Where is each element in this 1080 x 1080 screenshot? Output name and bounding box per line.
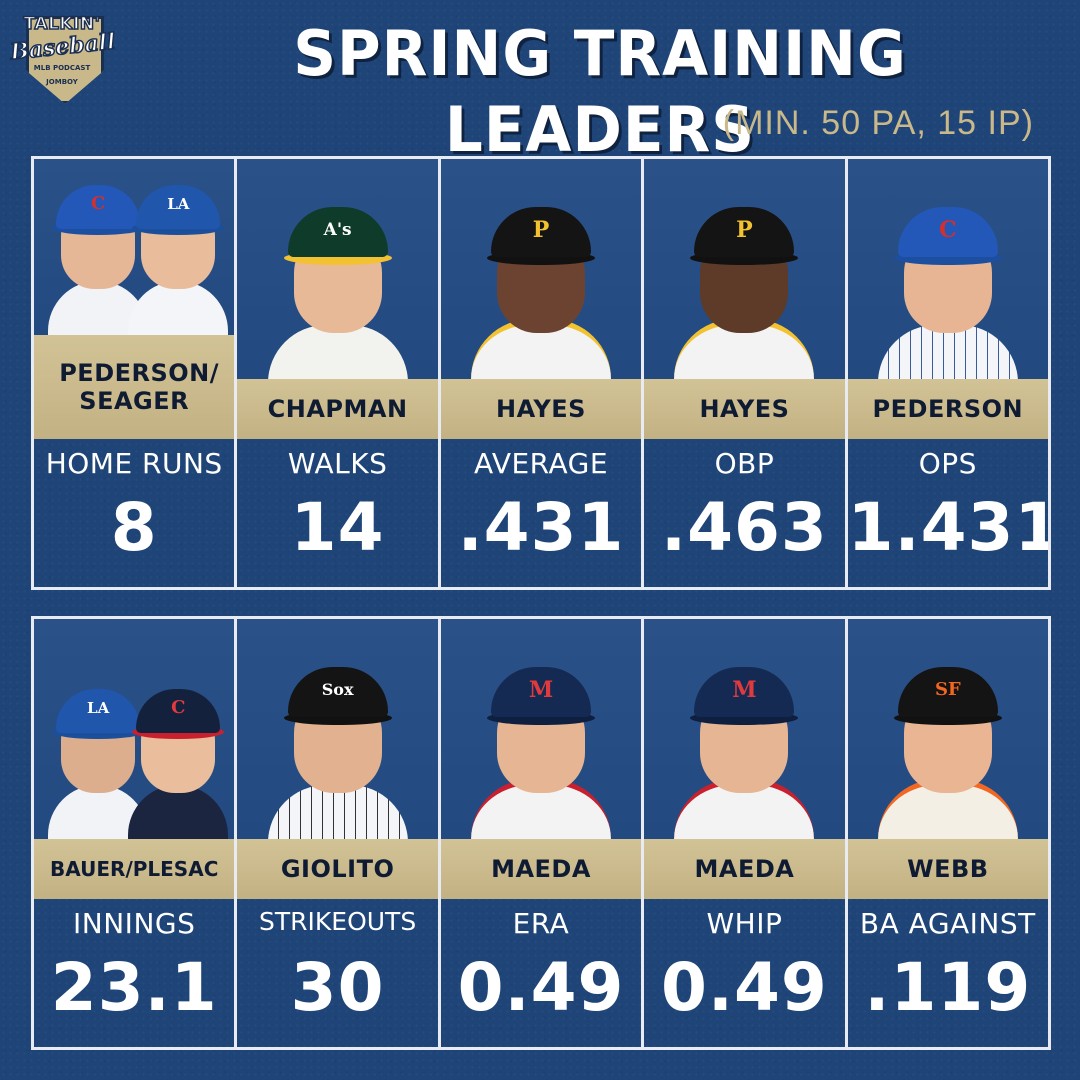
- leader-card: M MAEDA WHIP 0.49: [644, 619, 848, 1047]
- player-name: MAEDA: [491, 855, 591, 883]
- leaders-row-pitching: LA C BAUER/PLESAC INNINGS 23.1 Sox: [31, 616, 1051, 1050]
- player-name-bar: GIOLITO: [237, 839, 438, 899]
- leader-card: Sox GIOLITO STRIKEOUTS 30: [237, 619, 441, 1047]
- stat-label: WALKS: [287, 447, 388, 480]
- stat-value: 0.49: [457, 949, 625, 1026]
- player-photo-plesac: C: [128, 653, 229, 839]
- stat-label: WHIP: [706, 907, 783, 940]
- player-name-bar: HAYES: [644, 379, 845, 439]
- stat-value: 1.431: [847, 489, 1049, 566]
- player-photo: M: [440, 619, 642, 839]
- stat-value: 23.1: [50, 949, 218, 1026]
- leader-card: M MAEDA ERA 0.49: [440, 619, 645, 1047]
- player-name-bar: MAEDA: [440, 839, 642, 899]
- stat-label: AVERAGE: [473, 447, 609, 480]
- leader-card: A's CHAPMAN WALKS 14: [237, 159, 441, 587]
- player-photo-pederson: C: [48, 159, 149, 335]
- stat-value: .431: [457, 489, 625, 566]
- player-name: HAYES: [496, 395, 586, 423]
- page-title: SPRING TRAINING LEADERS: [293, 17, 907, 166]
- player-photo: LA C: [34, 619, 235, 839]
- player-photo: Sox: [237, 619, 438, 839]
- player-name-bar: BAUER/PLESAC: [34, 839, 235, 899]
- stat-value: 8: [110, 489, 158, 566]
- player-name-bar: HAYES: [440, 379, 642, 439]
- player-photo-seager: LA: [128, 159, 229, 335]
- leader-card: LA C BAUER/PLESAC INNINGS 23.1: [34, 619, 238, 1047]
- stat-label: BA AGAINST: [859, 907, 1036, 940]
- leader-card: P HAYES AVERAGE .431: [440, 159, 645, 587]
- logo-line-talkin: TALKIN': [23, 13, 101, 35]
- player-name-bar: CHAPMAN: [237, 379, 438, 439]
- player-photo-chapman: A's: [267, 173, 408, 379]
- player-name: MAEDA: [694, 855, 795, 883]
- stat-value: .463: [661, 489, 828, 566]
- player-photo-maeda: M: [674, 633, 815, 839]
- player-photo-hayes: P: [674, 173, 815, 379]
- player-photo: A's: [237, 159, 438, 379]
- stat-value: .119: [864, 949, 1032, 1026]
- player-name: PEDERSON: [872, 395, 1024, 423]
- stat-label: OPS: [918, 447, 977, 480]
- player-photo: P: [644, 159, 845, 379]
- player-photo: P: [440, 159, 642, 379]
- stat-label: STRIKEOUTS: [259, 907, 417, 936]
- player-photo: M: [644, 619, 845, 839]
- stat-value: 30: [290, 949, 385, 1026]
- player-name: BAUER/PLESAC: [50, 857, 219, 881]
- player-photo-bauer: LA: [48, 653, 149, 839]
- leader-card: C PEDERSON OPS 1.431: [847, 159, 1049, 587]
- talkin-baseball-logo: TALKIN' Baseball MLB PODCAST JOMBOY: [8, 8, 117, 108]
- player-photo-pederson: C: [877, 173, 1018, 379]
- player-photo: C LA: [34, 159, 235, 335]
- leader-card: C LA PEDERSON/ SEAGER HOME RUNS 8: [34, 159, 238, 587]
- player-photo-hayes: P: [471, 173, 612, 379]
- player-photo-webb: SF: [877, 633, 1018, 839]
- player-name: PEDERSON/ SEAGER: [59, 359, 220, 415]
- player-photo-giolito: Sox: [267, 633, 408, 839]
- player-name-bar: PEDERSON/ SEAGER: [34, 335, 235, 439]
- player-name: WEBB: [907, 855, 989, 883]
- player-name-bar: PEDERSON: [847, 379, 1049, 439]
- stat-label: ERA: [512, 907, 570, 940]
- player-photo: SF: [847, 619, 1049, 839]
- page-subtitle: (MIN. 50 PA, 15 IP): [722, 104, 1034, 142]
- player-photo-maeda: M: [471, 633, 612, 839]
- player-name-bar: WEBB: [847, 839, 1049, 899]
- stat-label: HOME RUNS: [45, 447, 223, 480]
- player-name: GIOLITO: [280, 855, 395, 883]
- player-name: CHAPMAN: [267, 395, 408, 423]
- stat-label: INNINGS: [73, 907, 196, 940]
- stat-value: 14: [290, 489, 385, 566]
- player-photo: C: [847, 159, 1049, 379]
- player-name-bar: MAEDA: [644, 839, 845, 899]
- player-name: HAYES: [699, 395, 790, 423]
- logo-line-jomboy: JOMBOY: [46, 78, 78, 86]
- leader-card: P HAYES OBP .463: [644, 159, 848, 587]
- leader-card: SF WEBB BA AGAINST .119: [847, 619, 1049, 1047]
- stat-label: OBP: [714, 447, 775, 480]
- logo-line-podcast: MLB PODCAST: [33, 64, 91, 72]
- stat-value: 0.49: [661, 949, 828, 1026]
- leaders-row-hitting: C LA PEDERSON/ SEAGER HOME RUNS 8 A's: [31, 156, 1051, 590]
